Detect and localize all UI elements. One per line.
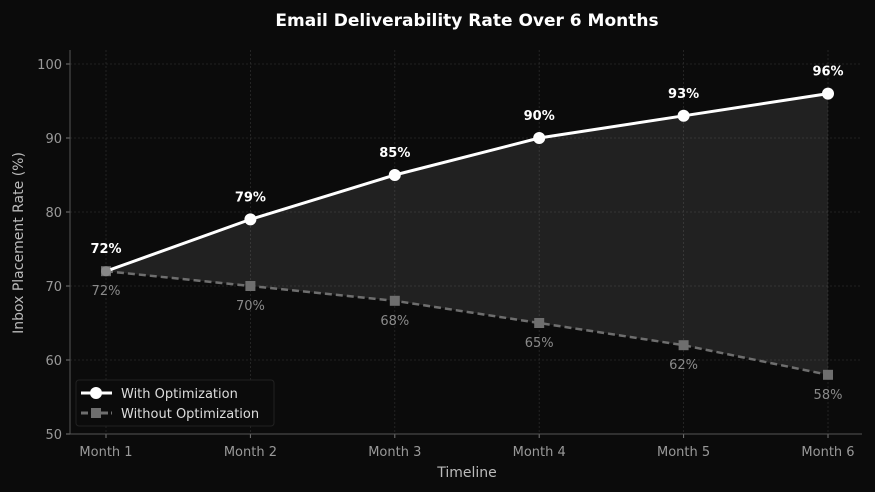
chart-title: Email Deliverability Rate Over 6 Months <box>275 11 658 31</box>
x-tick-label: Month 2 <box>224 445 277 460</box>
data-point-without-optimization <box>245 281 256 291</box>
x-tick-label: Month 4 <box>513 445 566 460</box>
data-label-with-optimization: 90% <box>524 109 555 124</box>
fill-between-area <box>106 93 828 375</box>
x-tick-label: Month 3 <box>368 445 421 460</box>
x-tick-label: Month 1 <box>79 445 132 460</box>
y-tick-label: 50 <box>45 428 62 443</box>
data-point-with-optimization <box>822 87 834 100</box>
data-point-without-optimization <box>534 318 545 328</box>
y-tick-label: 100 <box>37 58 62 73</box>
data-point-with-optimization <box>244 213 257 226</box>
legend-label-with-optimization: With Optimization <box>121 387 238 402</box>
data-label-without-optimization: 58% <box>814 388 843 403</box>
data-label-with-optimization: 93% <box>668 87 699 102</box>
legend-label-without-optimization: Without Optimization <box>121 407 259 422</box>
series-line-with-optimization <box>105 92 829 273</box>
data-point-with-optimization <box>677 109 690 122</box>
x-tick-label: Month 5 <box>657 445 710 460</box>
data-point-without-optimization <box>389 295 400 306</box>
legend: With Optimization Without Optimization <box>75 379 275 427</box>
data-label-without-optimization: 72% <box>92 284 121 299</box>
y-tick-label: 90 <box>45 132 62 147</box>
data-point-with-optimization <box>533 132 546 144</box>
data-label-without-optimization: 70% <box>236 299 265 314</box>
x-tick-label: Month 6 <box>801 445 854 460</box>
y-axis-label: Inbox Placement Rate (%) <box>11 152 27 334</box>
data-point-without-optimization <box>823 369 833 380</box>
data-label-with-optimization: 96% <box>812 65 843 80</box>
data-label-with-optimization: 79% <box>235 190 266 205</box>
legend-marker-without-optimization <box>91 408 101 418</box>
data-point-with-optimization <box>388 169 401 181</box>
y-tick-label: 70 <box>45 280 62 295</box>
data-point-with-optimization <box>101 266 111 277</box>
y-tick-label: 80 <box>45 206 62 221</box>
data-label-with-optimization: 72% <box>90 242 121 257</box>
data-label-without-optimization: 65% <box>525 336 554 351</box>
legend-box <box>75 379 275 427</box>
x-axis-label: Timeline <box>436 465 497 481</box>
series-line-without-optimization <box>105 269 829 377</box>
y-tick-label: 60 <box>45 354 62 369</box>
data-label-with-optimization: 85% <box>379 146 410 161</box>
data-point-without-optimization <box>678 340 689 351</box>
legend-marker-with-optimization <box>90 387 102 399</box>
data-label-without-optimization: 62% <box>669 358 698 373</box>
data-label-without-optimization: 68% <box>380 314 409 329</box>
